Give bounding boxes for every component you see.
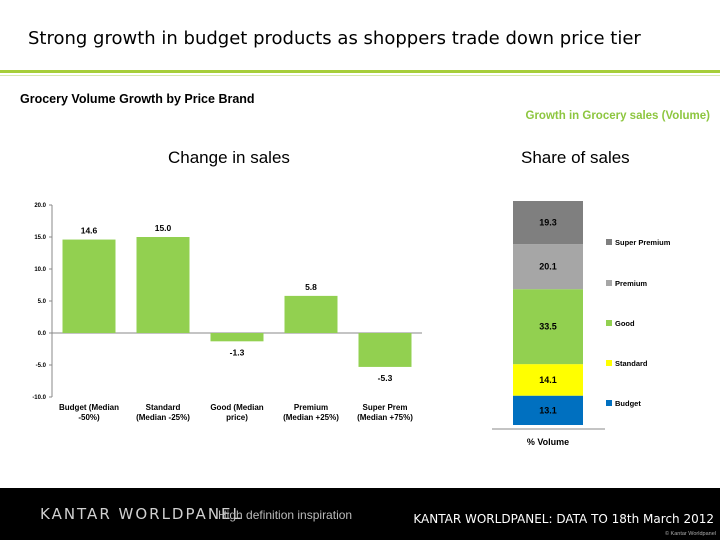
legend-swatch [606, 280, 612, 286]
bar [136, 237, 190, 333]
legend-label: Premium [615, 279, 647, 288]
y-tick-label: 10.0 [34, 267, 46, 273]
bar-value-label: 15.0 [155, 223, 172, 233]
y-tick-label: 5.0 [38, 299, 47, 305]
bar [358, 333, 412, 367]
kantar-logo: KANTAR WORLDPANEL [40, 505, 243, 523]
share-of-sales-chart: 13.1 14.1 33.5 20.1 19.3 % Volume Super Premiu… [492, 201, 671, 447]
stack-segment [513, 364, 583, 396]
y-tick-label: -10.0 [32, 395, 46, 401]
legend-label: Good [615, 319, 635, 328]
change-chart-title: Change in sales [168, 148, 290, 167]
y-tick-label: -5.0 [36, 363, 47, 369]
change-in-sales-chart: -10.0 -5.0 0.0 5.0 10.0 15.0 20.0 14.6 Budget (M… [32, 203, 422, 422]
right-heading: Growth in Grocery sales (Volume) [525, 110, 710, 122]
stack-segment [513, 201, 583, 245]
category-label: Super Prem [363, 403, 408, 412]
segment-value-label: 14.1 [539, 375, 557, 385]
bar-value-label: 5.8 [305, 282, 317, 292]
y-tick-label: 0.0 [38, 331, 47, 337]
legend-label: Super Premium [615, 238, 671, 247]
bar [210, 333, 264, 342]
category-label: (Median -25%) [136, 413, 190, 422]
legend-swatch [606, 360, 612, 366]
segment-value-label: 19.3 [539, 218, 557, 228]
legend-swatch [606, 320, 612, 326]
category-label: Premium [294, 403, 328, 412]
y-tick-label: 15.0 [34, 235, 46, 241]
segment-value-label: 13.1 [539, 405, 557, 415]
category-label: (Median +75%) [357, 413, 413, 422]
copyright: © Kantar Worldpanel [664, 531, 716, 537]
legend-label: Standard [615, 359, 648, 368]
bar-value-label: -5.3 [378, 373, 393, 383]
category-label: Standard [146, 403, 181, 412]
category-label: (Median +25%) [283, 413, 339, 422]
title-divider-thin [0, 75, 720, 76]
stack-segment [513, 289, 583, 365]
legend-swatch [606, 400, 612, 406]
share-chart-title: Share of sales [521, 148, 630, 167]
segment-value-label: 20.1 [539, 262, 557, 272]
chart-heading: Grocery Volume Growth by Price Brand [20, 92, 255, 106]
category-label: Good (Median [210, 403, 263, 412]
bar [284, 295, 338, 333]
tagline: High definition inspiration [218, 508, 353, 522]
bar-value-label: -1.3 [230, 347, 245, 357]
x-axis-label: % Volume [527, 437, 569, 447]
category-label: Budget (Median [59, 403, 119, 412]
category-label: -50%) [78, 413, 100, 422]
data-note: KANTAR WORLDPANEL: DATA TO 18th March 20… [413, 512, 714, 526]
slide-title: Strong growth in budget products as shop… [28, 28, 641, 49]
category-label: price) [226, 413, 248, 422]
stack-segment [513, 244, 583, 290]
y-tick-label: 20.0 [34, 203, 46, 209]
legend-swatch [606, 239, 612, 245]
footer-bar: KANTAR WORLDPANEL High definition inspir… [0, 488, 720, 540]
stack-segment [513, 395, 583, 425]
segment-value-label: 33.5 [539, 322, 557, 332]
bar [62, 239, 116, 333]
legend-label: Budget [615, 399, 641, 408]
bar-value-label: 14.6 [81, 226, 98, 236]
title-divider [0, 70, 720, 73]
